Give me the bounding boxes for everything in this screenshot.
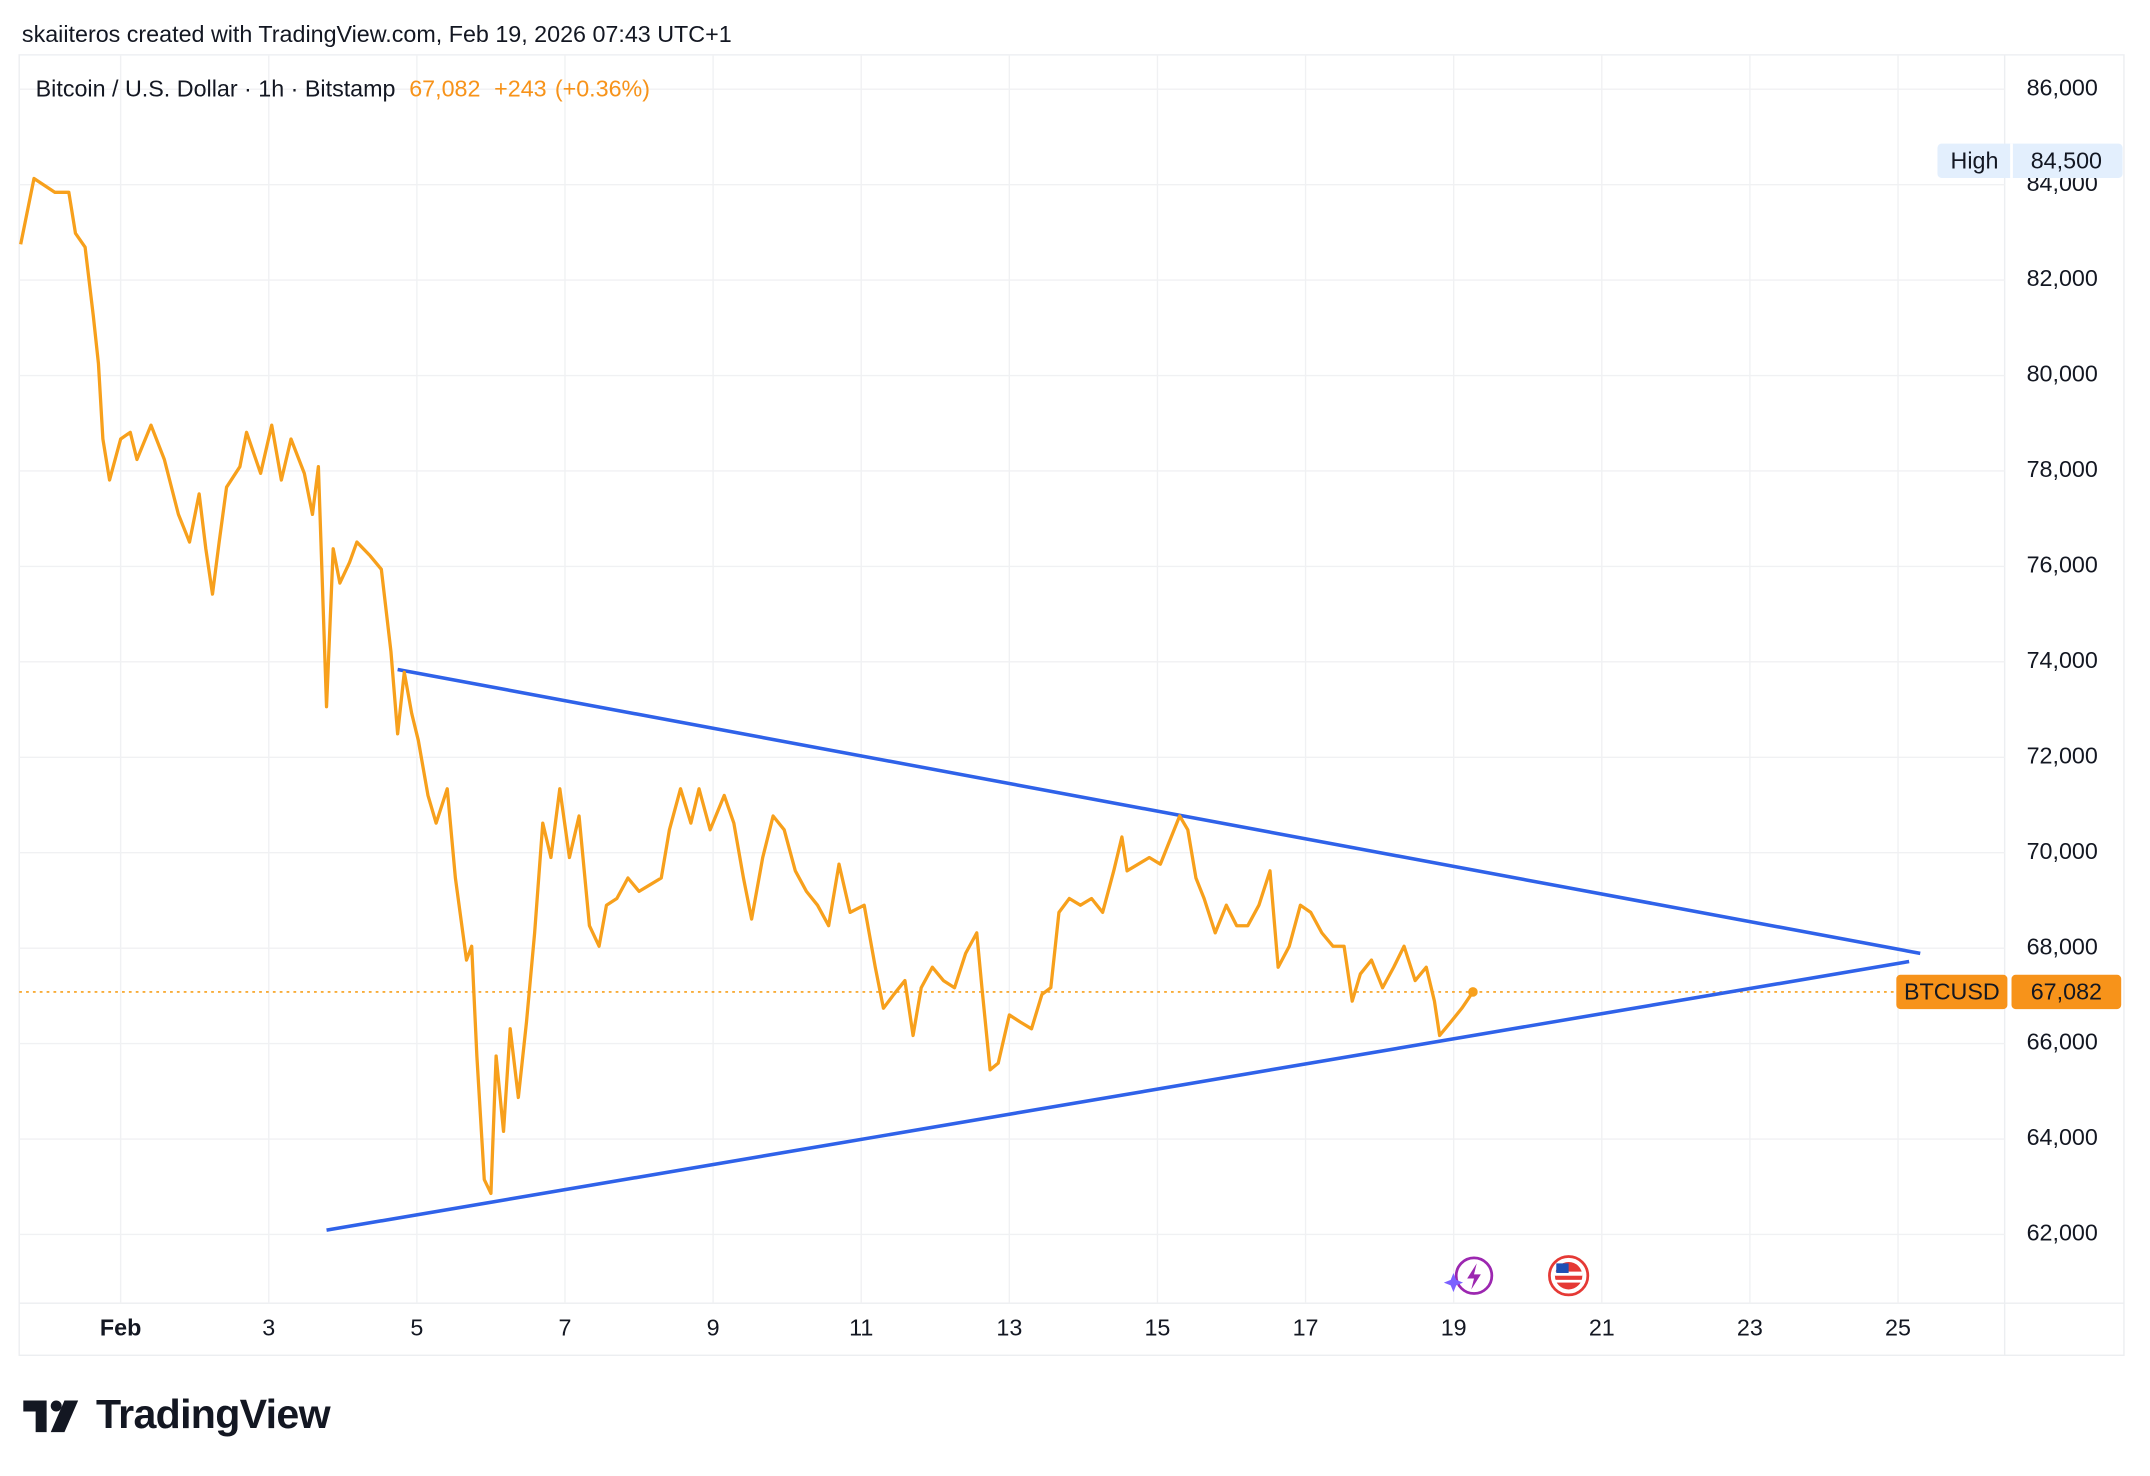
price-line (19, 176, 1475, 1196)
y-tick-label: 62,000 (2027, 1220, 2098, 1246)
x-tick-label: 5 (410, 1314, 423, 1340)
high-badge-value: 84,500 (2031, 147, 2102, 173)
x-tick-label: 23 (1737, 1314, 1763, 1340)
x-tick-label: 13 (996, 1314, 1022, 1340)
last-point (1468, 987, 1478, 997)
y-tick-label: 76,000 (2027, 552, 2098, 578)
marks (19, 176, 1921, 1232)
price-badge-label: 67,082 (2031, 978, 2102, 1004)
y-tick-label: 80,000 (2027, 361, 2098, 387)
logo: TradingView (23, 1391, 332, 1437)
legend-change: +243 (494, 76, 546, 102)
symbol-badge (1896, 974, 2008, 1010)
symbol-title: Bitcoin / U.S. Dollar · 1h · Bitstamp (36, 76, 396, 102)
x-tick-label: 25 (1885, 1314, 1911, 1340)
legend-change-pct: (+0.36%) (555, 76, 650, 102)
y-tick-label: 68,000 (2027, 933, 2098, 959)
y-tick-label: 74,000 (2027, 647, 2098, 673)
legend: Bitcoin / U.S. Dollar · 1h · Bitstamp 67,… (36, 76, 650, 102)
x-tick-label: 3 (262, 1314, 275, 1340)
x-tick-label: Feb (100, 1314, 141, 1340)
y-tick-label: 78,000 (2027, 456, 2098, 482)
attribution: skaiiteros created with TradingView.com,… (22, 21, 732, 47)
labels: 62,000 64,000 66,000 68,000 70,000 72,000 74,0… (100, 74, 2123, 1340)
price-badge (2011, 974, 2122, 1010)
high-badge (1937, 143, 2123, 178)
trendline (397, 667, 1921, 956)
chart-frame (18, 54, 2125, 1356)
trendline (326, 959, 1910, 1232)
y-tick-label: 64,000 (2027, 1124, 2098, 1150)
legend-price: 67,082 (409, 76, 480, 102)
grid (19, 54, 2124, 1356)
y-tick-label: 70,000 (2027, 838, 2098, 864)
y-tick-label: 72,000 (2027, 742, 2098, 768)
event-icon[interactable] (1443, 1256, 1494, 1295)
event-icon[interactable] (1548, 1255, 1590, 1297)
x-tick-label: 19 (1441, 1314, 1467, 1340)
y-tick-label: 82,000 (2027, 265, 2098, 291)
x-tick-label: 21 (1589, 1314, 1615, 1340)
y-tick-label: 86,000 (2027, 74, 2098, 100)
high-badge-name: High (1951, 147, 1999, 173)
symbol-badge-label: BTCUSD (1904, 978, 2000, 1004)
x-tick-label: 7 (559, 1314, 572, 1340)
x-tick-label: 9 (707, 1314, 720, 1340)
x-tick-label: 17 (1293, 1314, 1319, 1340)
y-tick-label: 66,000 (2027, 1029, 2098, 1055)
x-tick-label: 15 (1144, 1314, 1170, 1340)
x-tick-label: 11 (849, 1314, 873, 1340)
logo-text: TradingView (96, 1391, 332, 1437)
